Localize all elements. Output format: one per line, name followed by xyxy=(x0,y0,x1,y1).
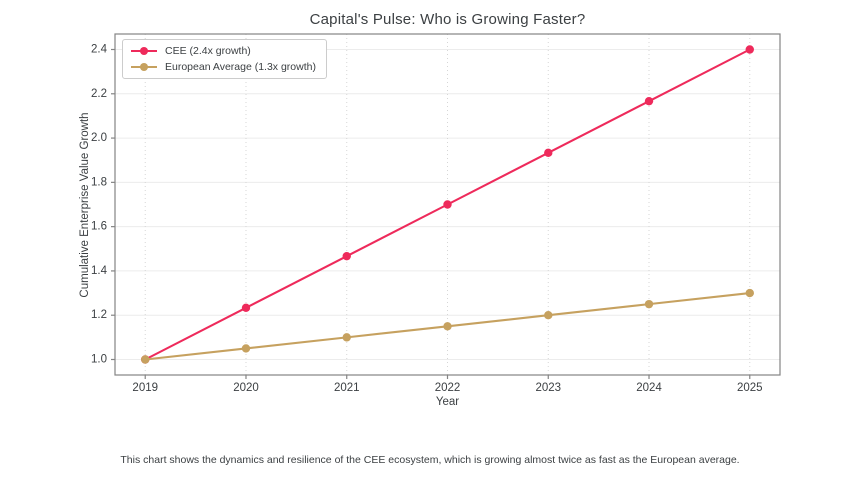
legend-item-european-average: European Average (1.3x growth) xyxy=(131,61,316,73)
data-point xyxy=(342,251,351,261)
data-point xyxy=(644,96,654,106)
cee-line-marker-icon xyxy=(131,46,157,56)
y-tick-label: 1.8 xyxy=(91,176,107,188)
x-tick-label: 2024 xyxy=(636,382,662,394)
legend: CEE (2.4x growth) European Average (1.3x… xyxy=(122,39,327,79)
axis-ticks: 2019 2020 2021 2022 2023 2024 2025 1.0 1.2 1.4 1.6… xyxy=(91,44,763,395)
data-point xyxy=(544,311,553,320)
y-tick-label: 2.0 xyxy=(91,132,107,144)
y-tick-label: 1.2 xyxy=(91,309,107,321)
legend-label-cee: CEE (2.4x growth) xyxy=(165,45,251,57)
data-point xyxy=(241,303,251,313)
y-tick-label: 1.0 xyxy=(91,354,107,366)
x-tick-label: 2021 xyxy=(334,382,360,394)
series-european-average xyxy=(141,288,754,364)
footnote-caption: This chart shows the dynamics and resili… xyxy=(120,454,740,466)
european-average-line-marker-icon xyxy=(131,62,157,72)
series-cee xyxy=(141,45,754,364)
data-point xyxy=(644,299,654,309)
x-axis-label: Year xyxy=(435,396,460,408)
data-point xyxy=(745,288,754,298)
x-tick-label: 2020 xyxy=(233,382,259,394)
x-tick-label: 2022 xyxy=(435,382,461,394)
x-tick-label: 2023 xyxy=(535,382,561,394)
data-point xyxy=(443,322,452,331)
x-tick-label: 2025 xyxy=(737,382,763,394)
x-tick-label: 2019 xyxy=(132,382,158,394)
data-point xyxy=(241,344,251,353)
data-point xyxy=(544,148,553,158)
data-point xyxy=(745,45,754,54)
line-chart-plot-area: 2019 2020 2021 2022 2023 2024 2025 1.0 1.2 1.4 1.6… xyxy=(91,33,781,395)
legend-label-european-average: European Average (1.3x growth) xyxy=(165,61,316,73)
data-point xyxy=(443,200,452,209)
y-tick-label: 2.4 xyxy=(91,44,108,56)
chart-title: Capital's Pulse: Who is Growing Faster? xyxy=(309,11,586,28)
y-tick-label: 1.6 xyxy=(91,221,107,233)
data-point xyxy=(141,355,150,364)
legend-item-cee: CEE (2.4x growth) xyxy=(131,45,316,57)
data-point xyxy=(342,333,351,342)
y-tick-label: 1.4 xyxy=(91,265,108,277)
y-tick-label: 2.2 xyxy=(91,88,107,100)
